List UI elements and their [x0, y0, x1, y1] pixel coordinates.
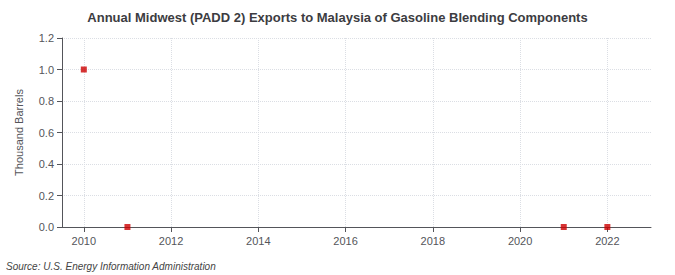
- svg-text:2022: 2022: [595, 235, 619, 247]
- svg-text:Thousand Barrels: Thousand Barrels: [13, 89, 25, 176]
- svg-text:Annual Midwest (PADD 2) Export: Annual Midwest (PADD 2) Exports to Malay…: [87, 10, 587, 25]
- svg-text:0.6: 0.6: [39, 127, 54, 139]
- svg-text:0.0: 0.0: [39, 221, 54, 233]
- svg-text:2020: 2020: [508, 235, 532, 247]
- svg-text:2012: 2012: [159, 235, 183, 247]
- svg-text:1.2: 1.2: [39, 32, 54, 44]
- svg-text:0.4: 0.4: [39, 158, 54, 170]
- svg-text:2016: 2016: [333, 235, 357, 247]
- svg-text:Source: U.S. Energy Informatio: Source: U.S. Energy Information Administ…: [6, 261, 216, 272]
- svg-text:0.2: 0.2: [39, 190, 54, 202]
- svg-text:2010: 2010: [72, 235, 96, 247]
- svg-text:2018: 2018: [421, 235, 445, 247]
- svg-text:2014: 2014: [246, 235, 270, 247]
- svg-text:0.8: 0.8: [39, 95, 54, 107]
- svg-text:1.0: 1.0: [39, 64, 54, 76]
